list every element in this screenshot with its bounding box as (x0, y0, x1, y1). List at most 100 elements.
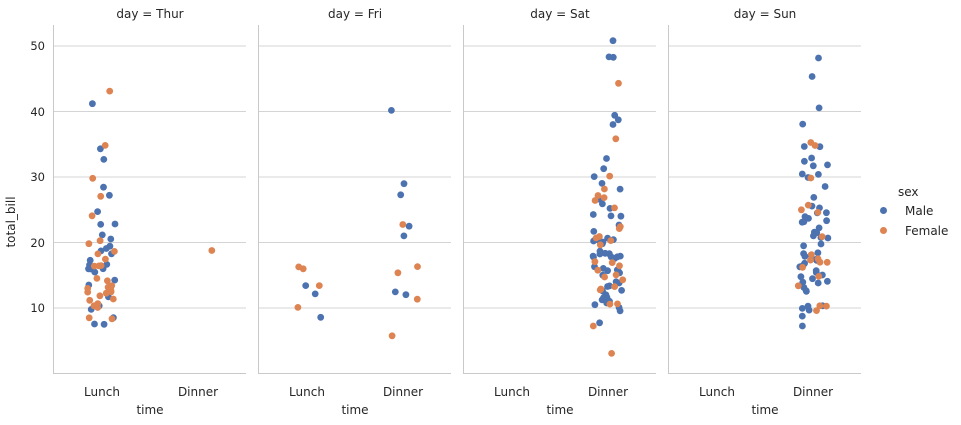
data-point-female (611, 204, 618, 212)
data-point-female (823, 258, 831, 266)
data-point-male (614, 116, 622, 124)
data-point-male (91, 268, 99, 276)
data-point-male (798, 170, 806, 178)
data-point-male (400, 232, 408, 240)
x-tick-lunch: Lunch (84, 385, 120, 399)
x-tick-lunch: Lunch (289, 385, 325, 399)
data-point-male (797, 273, 805, 281)
data-point-male (809, 162, 817, 170)
data-point-female (612, 135, 620, 143)
data-point-male (609, 37, 617, 45)
y-tick-label: 30 (30, 170, 45, 184)
data-point-female (601, 185, 608, 193)
data-point-male (809, 275, 816, 283)
data-point-female (96, 237, 104, 245)
data-point-female (818, 233, 826, 241)
data-point-female (814, 255, 822, 263)
data-point-female (107, 286, 115, 294)
data-point-male (618, 287, 625, 294)
facet-title-sat: day = Sat (530, 7, 590, 21)
x-tick-dinner: Dinner (587, 385, 629, 399)
x-tick-dinner: Dinner (177, 385, 219, 399)
data-point-male (589, 252, 597, 260)
data-point-male (317, 313, 325, 321)
data-point-male (823, 217, 830, 225)
data-point-male (800, 143, 808, 150)
data-point-female (596, 233, 603, 240)
strip-points-svg-sun (669, 45, 861, 330)
data-point-female (413, 295, 421, 303)
data-point-male (814, 249, 822, 257)
female-dot-icon (880, 227, 887, 234)
data-point-female (86, 296, 94, 304)
facet-title-sun: day = Sun (733, 7, 797, 21)
y-tick-label: 50 (30, 39, 45, 53)
data-point-female (94, 250, 102, 258)
facet-title-fri: day = Fri (327, 7, 383, 21)
x-tick-dinner: Dinner (382, 385, 424, 399)
data-point-male (824, 234, 832, 242)
data-point-male (817, 240, 825, 248)
data-point-male (815, 171, 822, 178)
data-point-female (104, 277, 111, 285)
legend-entry-male: Male (876, 201, 948, 220)
data-point-male (815, 54, 822, 62)
data-point-male (89, 100, 96, 108)
data-point-male (102, 245, 110, 252)
data-point-male (405, 222, 413, 230)
data-point-male (824, 161, 831, 169)
data-point-male (802, 287, 810, 294)
data-point-male (402, 291, 410, 299)
data-point-female (85, 314, 93, 322)
data-point-female (93, 275, 101, 282)
data-point-male (605, 53, 613, 61)
facet-sun: day = Sun Lunch Dinner time (668, 7, 861, 417)
data-point-male (97, 145, 104, 153)
legend-title: sex (898, 185, 919, 199)
data-point-male (821, 183, 829, 190)
data-point-female (608, 350, 615, 357)
legend: sex Male Female (876, 184, 948, 240)
data-point-female (85, 240, 93, 248)
data-point-female (414, 263, 421, 270)
data-point-female (608, 259, 616, 266)
data-point-female (294, 304, 302, 311)
data-point-female (619, 276, 627, 284)
data-point-male (391, 288, 399, 296)
data-point-male (590, 173, 598, 181)
legend-label-female: Female (905, 223, 949, 238)
data-point-female (611, 283, 618, 290)
data-point-male (609, 121, 617, 128)
data-point-female (601, 273, 608, 281)
data-point-female (97, 192, 105, 200)
data-point-female (606, 172, 614, 180)
data-point-female (614, 300, 621, 308)
male-dot-icon (880, 207, 887, 214)
data-point-male (596, 319, 603, 327)
data-point-male (100, 320, 108, 328)
x-tick-lunch: Lunch (699, 385, 735, 399)
data-point-female (90, 302, 98, 310)
data-point-male (607, 212, 615, 220)
data-point-male (799, 120, 807, 128)
facet-title-thur: day = Thur (116, 7, 184, 21)
data-point-male (111, 276, 119, 284)
data-point-female (807, 174, 815, 182)
x-axis-label: time (341, 403, 369, 417)
y-tick-label: 20 (30, 235, 45, 250)
data-point-female (295, 263, 303, 271)
data-point-male (397, 191, 405, 199)
data-point-male (813, 229, 821, 237)
data-point-female (808, 251, 815, 258)
data-point-male (823, 209, 830, 217)
data-point-male (805, 306, 813, 314)
data-point-female (97, 262, 105, 269)
data-point-female (807, 256, 814, 264)
data-point-male (603, 155, 610, 162)
data-point-male (111, 220, 119, 228)
data-point-female (798, 206, 805, 214)
strip-points-svg-sat (464, 37, 656, 357)
data-point-female (96, 292, 104, 300)
data-point-female (615, 79, 622, 87)
